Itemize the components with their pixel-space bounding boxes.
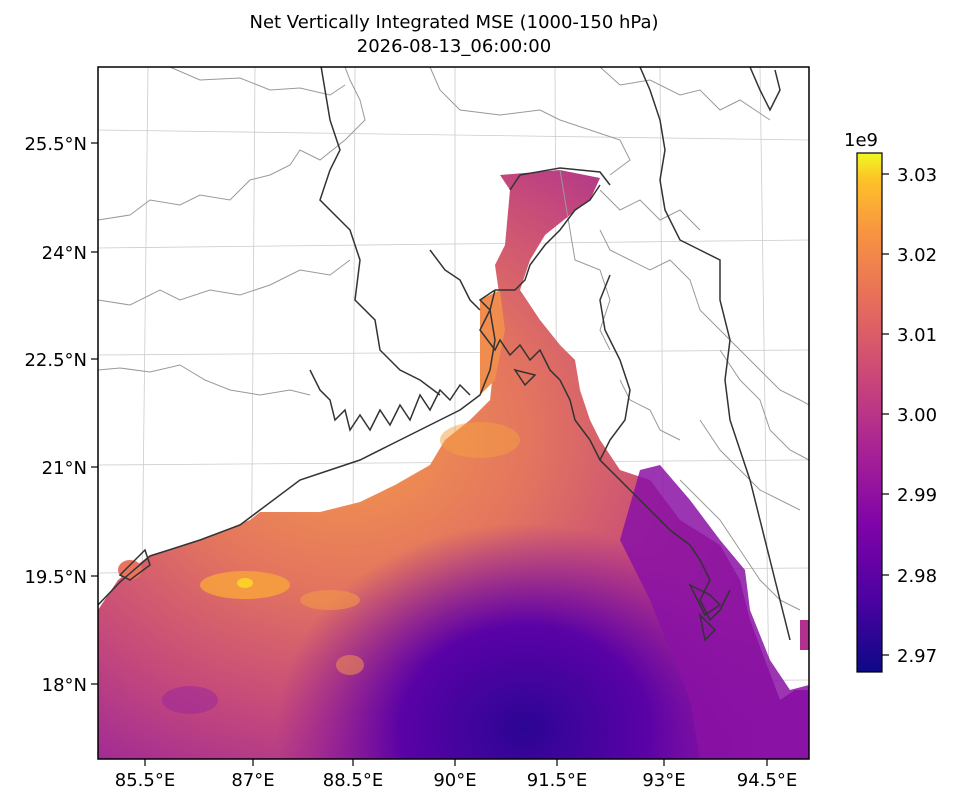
x-tick-label: 94.5°E [737,770,797,791]
y-tick-label: 21°N [42,458,87,479]
map-subtitle: 2026-08-13_06:00:00 [356,36,552,57]
colorbar-tick-label: 3.03 [897,165,937,186]
x-tick-label: 85.5°E [115,770,175,791]
colorbar-tick-label: 3.00 [897,405,937,426]
colorbar-tick-label: 2.98 [897,566,937,587]
map-title: Net Vertically Integrated MSE (1000-150 … [249,12,659,33]
colorbar-gradient [856,152,883,673]
x-axis-labels: 85.5°E 87°E 88.5°E 90°E 91.5°E 93°E 94.5… [115,770,797,791]
axis-ticks [91,142,768,766]
y-axis-labels: 25.5°N 24°N 22.5°N 21°N 19.5°N 18°N [24,134,87,696]
coastlines-and-borders [98,67,809,642]
x-tick-label: 90°E [433,770,476,791]
y-tick-label: 19.5°N [24,567,87,588]
y-tick-label: 22.5°N [24,350,87,371]
x-tick-label: 93°E [642,770,685,791]
colorbar-tick-label: 3.02 [897,245,937,266]
y-tick-label: 25.5°N [24,134,87,155]
colorbar-tick-label: 2.99 [897,485,937,506]
y-tick-label: 18°N [42,675,87,696]
colorbar-tick-label: 3.01 [897,325,937,346]
colorbar-multiplier: 1e9 [844,130,878,151]
y-tick-label: 24°N [42,243,87,264]
colorbar: 1e9 3.03 3.02 3.01 3.00 2.99 2.98 2.97 [844,130,937,673]
colorbar-tick-label: 2.97 [897,646,937,667]
mse-field [98,170,809,759]
x-tick-label: 87°E [231,770,274,791]
x-tick-label: 91.5°E [527,770,587,791]
plot-frame [97,66,810,760]
x-tick-label: 88.5°E [323,770,383,791]
